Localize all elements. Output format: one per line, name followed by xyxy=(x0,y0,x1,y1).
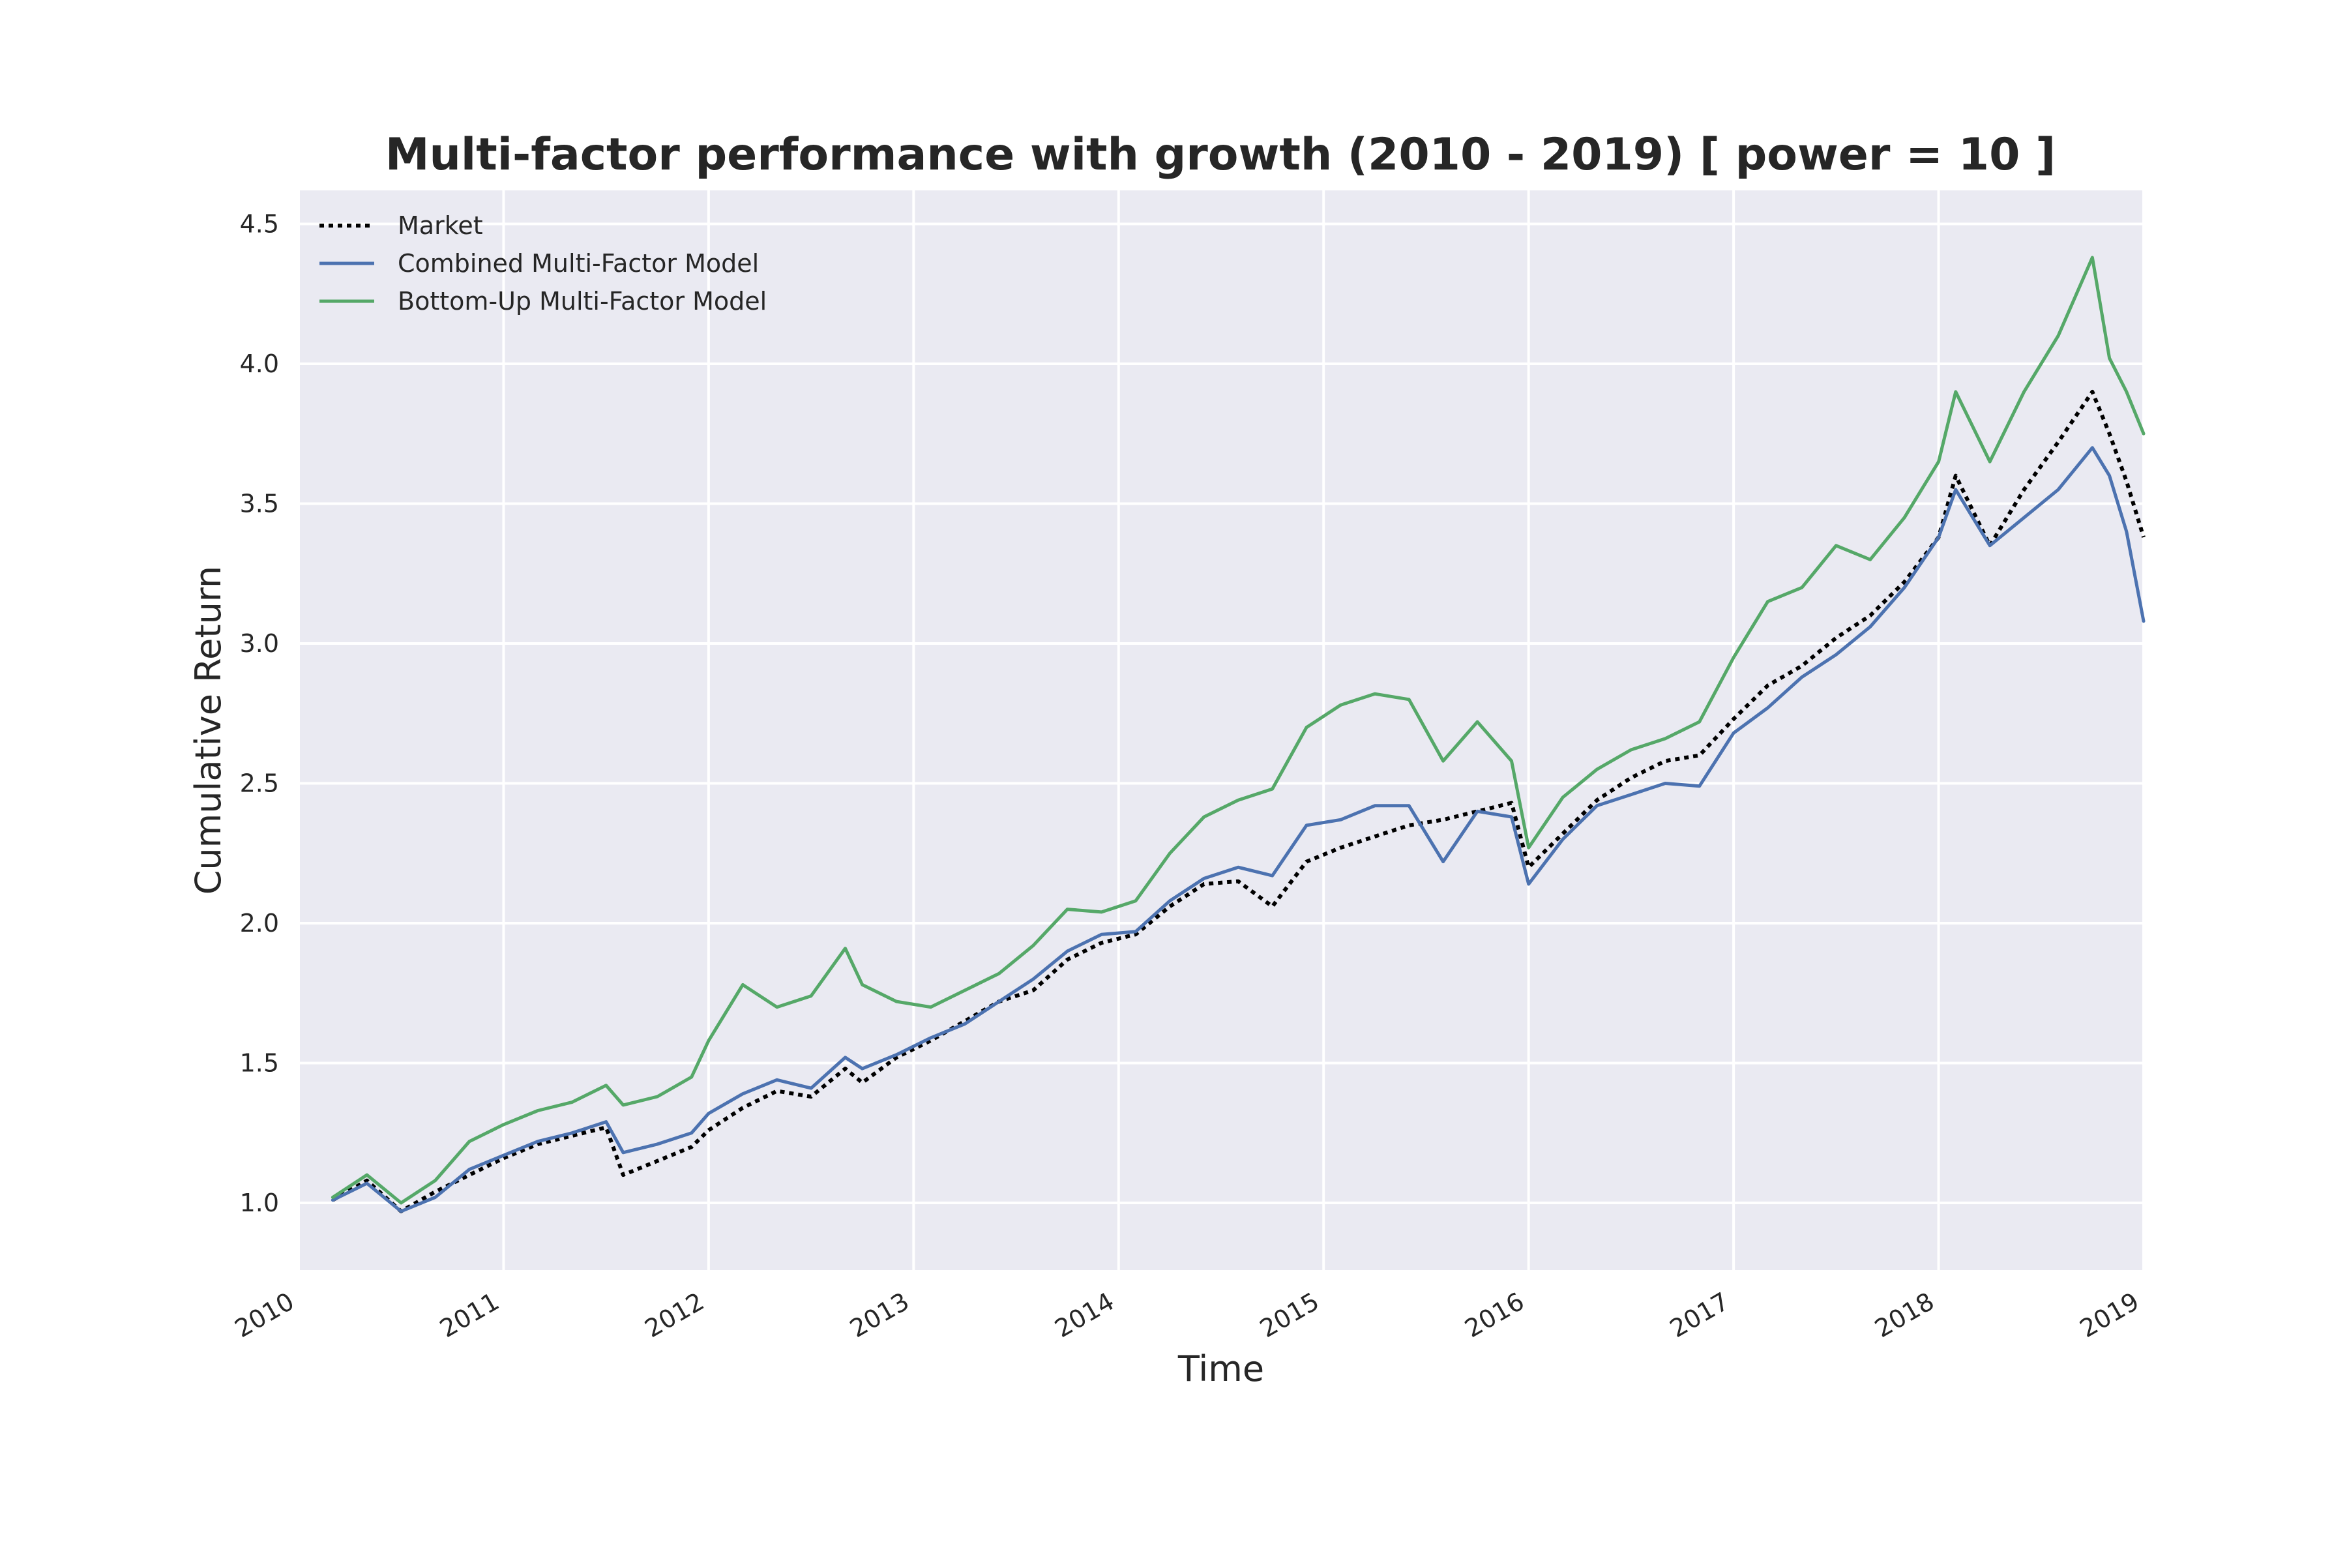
x-axis-label: Time xyxy=(1177,1348,1264,1389)
y-tick-label: 2.0 xyxy=(240,909,279,938)
series-line-1 xyxy=(331,446,2146,1213)
legend-label-0: Market xyxy=(398,211,483,240)
y-tick-label: 2.5 xyxy=(240,769,279,798)
x-tick-label: 2011 xyxy=(435,1287,504,1343)
x-tick-labels: 2010 2011 2012 2013 2014 2015 2016 2017 2018 2019 xyxy=(230,1287,2144,1343)
y-tick-label: 1.5 xyxy=(240,1049,279,1078)
y-tick-label: 1.0 xyxy=(240,1189,279,1217)
x-tick-label: 2015 xyxy=(1255,1287,1324,1343)
x-gridlines xyxy=(297,190,2145,1270)
series-line-0 xyxy=(331,389,2146,1213)
series-line-2 xyxy=(331,256,2146,1205)
x-tick-label: 2013 xyxy=(845,1287,914,1343)
y-tick-label: 4.0 xyxy=(240,349,279,378)
y-gridlines xyxy=(299,222,2144,1205)
x-tick-label: 2012 xyxy=(640,1287,709,1343)
series-layer xyxy=(331,256,2146,1213)
x-tick-label: 2014 xyxy=(1050,1287,1119,1343)
y-tick-labels: 1.0 1.5 2.0 2.5 3.0 3.5 4.0 4.5 xyxy=(240,209,279,1217)
y-tick-label: 4.5 xyxy=(240,209,279,238)
y-axis-label: Cumulative Return xyxy=(188,566,229,895)
legend-label-1: Combined Multi-Factor Model xyxy=(398,249,759,278)
chart-title: Multi-factor performance with growth (20… xyxy=(385,129,2056,181)
y-tick-label: 3.0 xyxy=(240,629,279,658)
y-tick-label: 3.5 xyxy=(240,489,279,518)
legend: Market Combined Multi-Factor Model Bottom-… xyxy=(319,211,767,316)
x-tick-label: 2017 xyxy=(1665,1287,1734,1343)
x-tick-label: 2019 xyxy=(2075,1287,2144,1343)
x-tick-label: 2010 xyxy=(230,1287,299,1343)
x-tick-label: 2016 xyxy=(1460,1287,1529,1343)
legend-label-2: Bottom-Up Multi-Factor Model xyxy=(398,287,767,316)
x-tick-label: 2018 xyxy=(1870,1287,1939,1343)
plot-area xyxy=(299,190,2144,1270)
